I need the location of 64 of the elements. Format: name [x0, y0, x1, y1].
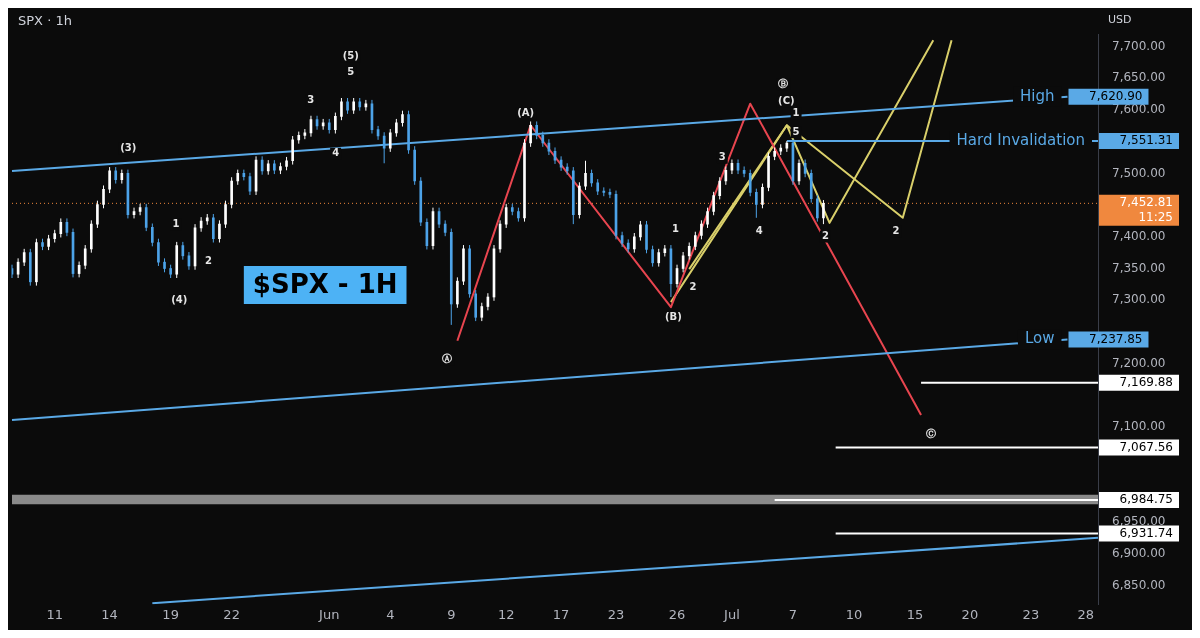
ref-line-label: 7,452.81 11:25 — [1119, 194, 1173, 224]
annotation: 1 — [792, 107, 800, 119]
annotation: Ⓐ — [442, 353, 453, 365]
x-tick-label: 20 — [961, 606, 979, 622]
x-tick-label: 4 — [386, 606, 395, 622]
data-label: 6,984.75 — [1119, 492, 1173, 507]
x-tick-label: 7 — [788, 606, 798, 622]
y-tick-label: 6,850.00 — [1112, 577, 1166, 592]
x-tick-label: Jun — [318, 606, 340, 622]
data-label: 7,620.90 — [1089, 88, 1143, 103]
chart-subtitle: SPX · 1h — [18, 13, 72, 29]
x-tick-label: 11 — [46, 606, 63, 622]
x-tick-label: 15 — [906, 606, 924, 622]
x-tick-label: 23 — [1022, 606, 1040, 622]
annotation: 4 — [332, 147, 340, 159]
y-tick-label: 7,350.00 — [1112, 260, 1166, 275]
annotation: 5 — [792, 125, 800, 137]
x-tick-label: 19 — [162, 606, 179, 622]
y-tick-label: 7,300.00 — [1112, 292, 1166, 307]
y-tick-label: 7,700.00 — [1112, 38, 1166, 53]
annotation: Ⓑ — [778, 77, 789, 89]
annotation: 2 — [205, 255, 213, 267]
text: $SPX - 1H — [252, 268, 398, 299]
annotation: 1 — [672, 223, 680, 235]
x-tick-label: Jul — [723, 606, 740, 622]
annotation: 2 — [689, 281, 697, 293]
y-tick-label: 6,900.00 — [1112, 545, 1166, 560]
y-tick-label: 7,650.00 — [1112, 70, 1166, 85]
y-tick-label: 7,100.00 — [1112, 419, 1166, 434]
annotation: (4) — [171, 293, 188, 305]
y-tick-label: 7,500.00 — [1112, 165, 1166, 180]
x-tick-label: 23 — [607, 606, 625, 622]
annotation: Ⓒ — [925, 428, 936, 440]
annotation: (3) — [120, 142, 137, 154]
x-tick-label: 14 — [101, 606, 118, 622]
annotation: (A) — [517, 107, 535, 119]
data-label: 7,551.31 — [1119, 133, 1173, 148]
annotation: (5) — [342, 49, 359, 61]
y-axis-title: USD — [1108, 12, 1132, 26]
data-label: 7,169.88 — [1119, 374, 1173, 389]
annotation: (C) — [778, 94, 795, 106]
annotation: 3 — [307, 94, 315, 106]
annotation: 5 — [347, 66, 355, 78]
data-label: 7,067.56 — [1119, 439, 1173, 454]
x-tick-label: 26 — [668, 606, 686, 622]
y-tick-label: 7,400.00 — [1112, 228, 1166, 243]
annotation: 3 — [718, 151, 726, 163]
data-label: 7,237.85 — [1089, 331, 1143, 346]
y-tick-label: 7,200.00 — [1112, 355, 1166, 370]
x-tick-label: 12 — [497, 606, 515, 622]
annotation: 1 — [172, 218, 180, 230]
series-label: High — [1020, 86, 1055, 105]
x-tick-label: 17 — [552, 606, 570, 622]
x-tick-label: 28 — [1077, 606, 1095, 622]
series-label: Hard Invalidation — [956, 130, 1085, 149]
annotation: (B) — [664, 311, 682, 323]
annotation: 4 — [755, 224, 763, 236]
x-tick-label: 9 — [447, 606, 456, 622]
y-tick-label: 7,600.00 — [1112, 102, 1166, 117]
annotation: 2 — [821, 230, 829, 242]
series-label: Low — [1024, 329, 1055, 348]
x-tick-label: 22 — [223, 606, 240, 622]
annotation: 2 — [892, 224, 900, 236]
x-tick-label: 10 — [845, 606, 863, 622]
